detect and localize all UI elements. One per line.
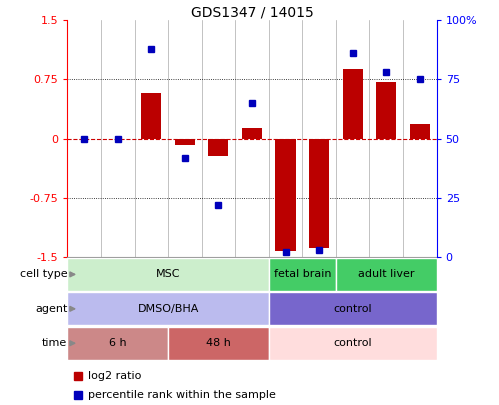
Text: cell type: cell type xyxy=(20,269,67,279)
Bar xyxy=(269,258,336,291)
Bar xyxy=(376,82,396,139)
Text: DMSO/BHA: DMSO/BHA xyxy=(137,304,199,314)
Bar xyxy=(67,327,168,360)
Text: control: control xyxy=(333,304,372,314)
Text: fetal brain: fetal brain xyxy=(273,269,331,279)
Bar xyxy=(343,69,363,139)
Text: agent: agent xyxy=(35,304,67,314)
Text: control: control xyxy=(333,338,372,348)
Bar xyxy=(275,139,295,251)
Text: MSC: MSC xyxy=(156,269,180,279)
Bar xyxy=(242,128,262,139)
Bar xyxy=(141,93,161,139)
Text: adult liver: adult liver xyxy=(358,269,415,279)
Bar xyxy=(410,124,430,139)
Bar xyxy=(209,139,229,156)
Bar xyxy=(269,292,437,325)
Bar xyxy=(67,292,269,325)
Text: log2 ratio: log2 ratio xyxy=(88,371,141,381)
Bar xyxy=(336,258,437,291)
Title: GDS1347 / 14015: GDS1347 / 14015 xyxy=(191,5,313,19)
Text: 48 h: 48 h xyxy=(206,338,231,348)
Text: time: time xyxy=(42,338,67,348)
Bar xyxy=(67,258,269,291)
Bar xyxy=(269,327,437,360)
Bar xyxy=(309,139,329,248)
Bar xyxy=(168,327,269,360)
Text: percentile rank within the sample: percentile rank within the sample xyxy=(88,390,275,400)
Bar xyxy=(175,139,195,145)
Text: 6 h: 6 h xyxy=(109,338,127,348)
